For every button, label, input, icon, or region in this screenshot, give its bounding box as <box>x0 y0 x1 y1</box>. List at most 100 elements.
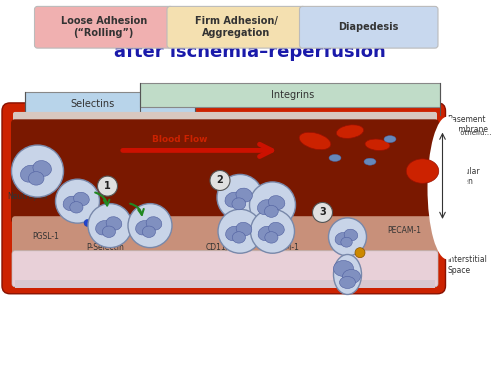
Ellipse shape <box>232 232 245 243</box>
Circle shape <box>210 170 230 191</box>
Text: Firm Adhesion/
Aggregation: Firm Adhesion/ Aggregation <box>195 16 278 38</box>
Circle shape <box>98 220 105 226</box>
Ellipse shape <box>264 205 278 217</box>
Ellipse shape <box>256 215 264 220</box>
FancyBboxPatch shape <box>15 280 435 288</box>
Ellipse shape <box>63 196 80 211</box>
Ellipse shape <box>146 217 162 230</box>
Text: PECAM-1: PECAM-1 <box>388 226 422 235</box>
Ellipse shape <box>329 155 341 161</box>
Text: CD11/CD18: CD11/CD18 <box>206 243 250 252</box>
Circle shape <box>84 220 91 226</box>
Ellipse shape <box>406 159 439 183</box>
Text: Integrins: Integrins <box>271 90 314 100</box>
Ellipse shape <box>384 136 396 143</box>
Ellipse shape <box>232 198 246 210</box>
Ellipse shape <box>428 117 468 259</box>
FancyBboxPatch shape <box>252 218 264 237</box>
Circle shape <box>98 176 117 196</box>
Ellipse shape <box>244 220 251 225</box>
Circle shape <box>250 209 294 253</box>
Ellipse shape <box>365 139 390 150</box>
Ellipse shape <box>269 215 276 220</box>
Ellipse shape <box>136 221 152 235</box>
Text: 2: 2 <box>216 176 224 185</box>
Ellipse shape <box>244 215 251 220</box>
Ellipse shape <box>256 220 264 225</box>
Ellipse shape <box>70 202 83 213</box>
Text: Vascular
Lumen: Vascular Lumen <box>448 167 480 186</box>
Ellipse shape <box>236 188 252 202</box>
Text: 3: 3 <box>319 208 326 217</box>
FancyBboxPatch shape <box>34 6 173 48</box>
Text: Selectins: Selectins <box>70 99 115 109</box>
Ellipse shape <box>342 270 360 284</box>
Ellipse shape <box>74 192 90 206</box>
Text: Endotheliu…: Endotheliu… <box>448 130 492 136</box>
Ellipse shape <box>268 222 284 236</box>
Circle shape <box>112 220 119 226</box>
Circle shape <box>88 203 132 248</box>
Bar <box>25 92 195 115</box>
Circle shape <box>56 179 100 223</box>
FancyBboxPatch shape <box>232 218 243 237</box>
FancyBboxPatch shape <box>262 218 274 237</box>
Ellipse shape <box>335 232 349 245</box>
Text: P-Selectin: P-Selectin <box>86 243 124 252</box>
Bar <box>140 83 440 107</box>
Circle shape <box>128 203 172 248</box>
Circle shape <box>119 220 126 226</box>
Circle shape <box>218 209 262 253</box>
Ellipse shape <box>225 192 242 207</box>
FancyBboxPatch shape <box>12 216 438 259</box>
FancyBboxPatch shape <box>12 251 438 287</box>
FancyBboxPatch shape <box>2 103 446 294</box>
Ellipse shape <box>142 226 156 238</box>
Text: ICAM-1: ICAM-1 <box>272 243 299 252</box>
Ellipse shape <box>226 226 242 241</box>
Ellipse shape <box>102 226 116 238</box>
Text: after ischemia–reperfusion: after ischemia–reperfusion <box>114 43 386 61</box>
Ellipse shape <box>265 232 278 243</box>
Ellipse shape <box>96 221 112 235</box>
Ellipse shape <box>258 200 274 215</box>
Circle shape <box>217 174 263 220</box>
FancyBboxPatch shape <box>242 218 254 237</box>
Circle shape <box>105 220 112 226</box>
Ellipse shape <box>106 217 122 230</box>
Circle shape <box>91 220 98 226</box>
Ellipse shape <box>364 158 376 165</box>
Text: Neutrophil: Neutrophil <box>8 192 48 201</box>
Text: 1: 1 <box>104 181 111 191</box>
Circle shape <box>12 145 64 197</box>
Ellipse shape <box>341 237 352 247</box>
Text: Leucocytes infiltration: Leucocytes infiltration <box>136 18 364 36</box>
Ellipse shape <box>299 132 331 150</box>
Ellipse shape <box>20 165 40 182</box>
Text: Basement
Membrane: Basement Membrane <box>448 115 488 134</box>
Ellipse shape <box>258 226 274 241</box>
Circle shape <box>312 202 332 223</box>
FancyBboxPatch shape <box>300 6 438 48</box>
Circle shape <box>328 218 366 256</box>
Ellipse shape <box>269 220 276 225</box>
Text: Loose Adhesion
(“Rolling”): Loose Adhesion (“Rolling”) <box>60 16 147 38</box>
Ellipse shape <box>340 276 355 288</box>
FancyBboxPatch shape <box>11 119 439 223</box>
Circle shape <box>355 248 365 258</box>
Ellipse shape <box>236 222 252 236</box>
Text: PGSL-1: PGSL-1 <box>32 232 60 241</box>
Text: Diapedesis: Diapedesis <box>338 22 399 32</box>
FancyBboxPatch shape <box>222 218 234 237</box>
FancyBboxPatch shape <box>167 6 306 48</box>
Text: Blood Flow: Blood Flow <box>152 135 208 144</box>
Circle shape <box>250 182 296 228</box>
FancyBboxPatch shape <box>13 112 437 125</box>
Ellipse shape <box>28 171 44 185</box>
Ellipse shape <box>33 161 52 176</box>
Ellipse shape <box>344 229 358 241</box>
Ellipse shape <box>334 255 361 294</box>
Ellipse shape <box>336 125 363 138</box>
Ellipse shape <box>334 261 353 276</box>
Ellipse shape <box>268 196 285 210</box>
